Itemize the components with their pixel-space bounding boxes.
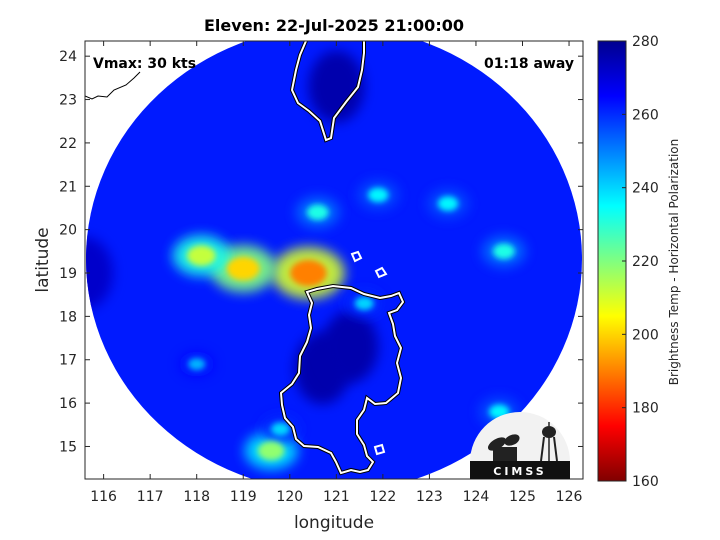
convection-core	[271, 422, 290, 436]
satellite-dish-icon	[487, 434, 520, 461]
y-axis: 15 16 17 18 19 20 21 22 23 24	[59, 49, 583, 455]
logo-banner	[470, 461, 570, 479]
coastline-island	[374, 266, 388, 279]
logo-text: CIMSS	[493, 465, 546, 478]
coastline-china	[85, 71, 141, 100]
colorbar-tick-label: 160	[632, 474, 659, 490]
x-tick-label: 120	[276, 489, 303, 505]
colorbar	[597, 40, 627, 482]
x-axis: 116 117 118 119 120 121 122 123 124 125 126	[90, 41, 582, 505]
x-tick-label: 121	[323, 489, 350, 505]
coastline-island	[373, 443, 386, 456]
warm-feature	[308, 50, 365, 123]
vmax-annotation: Vmax: 30 kts	[93, 56, 196, 72]
y-axis-label: latitude	[33, 227, 53, 292]
colorbar-tick-label: 260	[632, 107, 659, 123]
x-tick-label: 123	[416, 489, 443, 505]
convection-core	[226, 256, 260, 281]
colorbar-axis: 160 180 200 220 240 260 280	[622, 34, 659, 490]
y-tick-label: 20	[59, 223, 77, 239]
convection-core	[493, 243, 515, 260]
x-tick-label: 126	[556, 489, 583, 505]
y-tick-label: 19	[59, 266, 77, 282]
colorbar-tick-label: 220	[632, 254, 659, 270]
convection-core	[437, 196, 459, 211]
colorbar-label: Brightness Temp - Horizontal Polarizatio…	[667, 139, 681, 386]
coastline-luzon-white	[279, 284, 405, 475]
y-tick-label: 18	[59, 309, 77, 325]
y-tick-label: 23	[59, 93, 77, 109]
warm-feature	[322, 310, 379, 383]
distance-annotation: 01:18 away	[484, 56, 574, 72]
convection-core	[187, 245, 216, 266]
data-swath	[86, 41, 582, 479]
cimss-logo: CIMSS	[470, 412, 570, 479]
y-tick-label: 22	[59, 136, 77, 152]
x-axis-label: longitude	[294, 513, 374, 533]
convection-core	[290, 260, 327, 287]
convection-core	[187, 357, 206, 371]
x-tick-label: 125	[509, 489, 536, 505]
warm-layer	[86, 50, 379, 405]
coastlines	[85, 41, 406, 476]
colorbar-tick-label: 200	[632, 327, 659, 343]
x-tick-label: 116	[90, 489, 117, 505]
colorbar-tick-label: 240	[632, 181, 659, 197]
coastline-island	[350, 250, 363, 263]
y-tick-label: 24	[59, 49, 77, 65]
x-tick-label: 118	[183, 489, 210, 505]
warm-feature	[86, 237, 113, 310]
y-tick-label: 17	[59, 353, 77, 369]
convection-core	[354, 296, 374, 311]
y-tick-label: 21	[59, 179, 77, 195]
y-tick-label: 15	[59, 439, 77, 455]
x-tick-label: 124	[463, 489, 490, 505]
colorbar-tick-label: 180	[632, 401, 659, 417]
x-tick-label: 119	[230, 489, 257, 505]
y-tick-label: 16	[59, 396, 77, 412]
x-tick-label: 117	[137, 489, 164, 505]
x-tick-label: 122	[370, 489, 397, 505]
convection-core	[257, 441, 285, 461]
colorbar-tick-label: 280	[632, 34, 659, 50]
convection-core	[368, 187, 389, 203]
water-tower-icon	[540, 422, 558, 462]
convection-core	[306, 204, 329, 221]
coastline-taiwan-white	[290, 41, 365, 142]
axes-frame	[84, 40, 584, 480]
chart-title: Eleven: 22-Jul-2025 21:00:00	[204, 16, 464, 35]
